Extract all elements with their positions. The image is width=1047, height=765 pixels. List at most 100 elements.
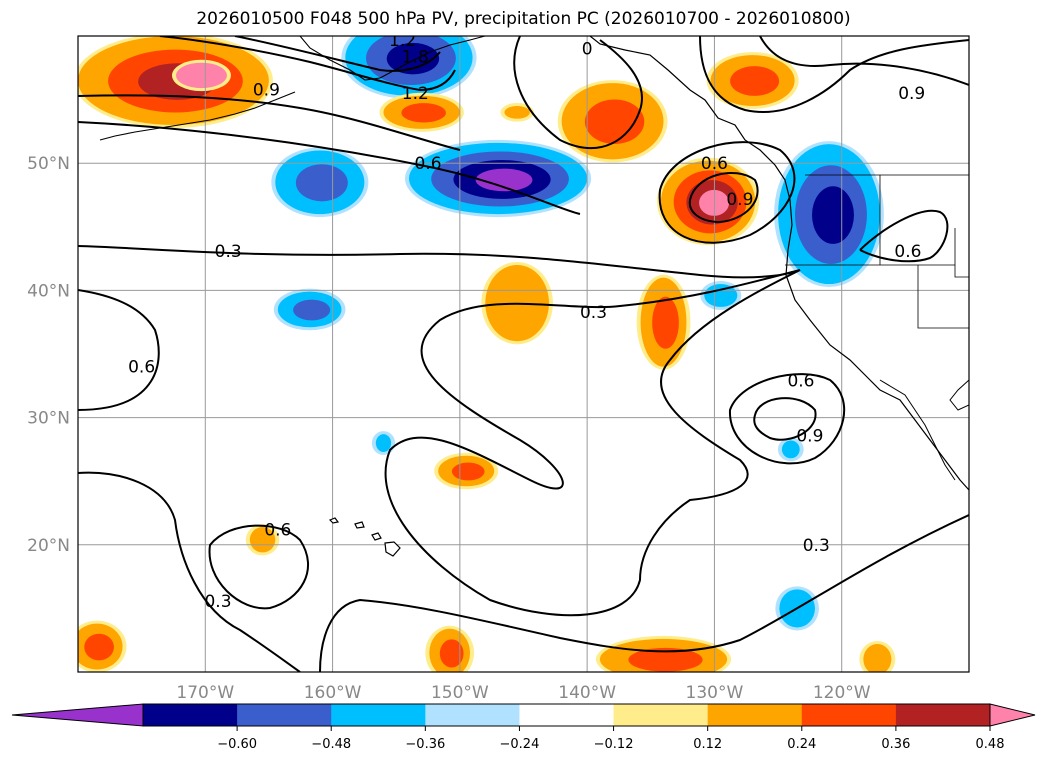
pv-contours — [78, 36, 969, 672]
gulf-of-california-coastline — [949, 379, 969, 411]
pv-contour-0.3-bottom — [319, 514, 969, 672]
precip-blob-level — [249, 526, 276, 553]
pv-contour-0.3-south — [78, 471, 301, 672]
lon-tick-label: 140°W — [558, 683, 616, 703]
colorbar-segment — [707, 704, 803, 726]
pv-contour-1.5-jet — [234, 36, 441, 72]
pv-contour-0.3-north — [78, 245, 801, 279]
colorbar-segment — [237, 704, 332, 726]
contour-label: 0.3 — [580, 303, 607, 323]
colorbar-tick-label: 0.36 — [881, 737, 910, 752]
precip-blob-level — [293, 299, 331, 321]
precip-blob-level — [176, 62, 227, 89]
colorbar-segment — [331, 704, 426, 726]
precip-blob-level — [704, 284, 738, 307]
pv-contour-ridge-2 — [759, 36, 969, 86]
precip-blob-level — [730, 66, 780, 96]
lat-tick-label: 20°N — [27, 536, 70, 556]
colorbar-segment — [801, 704, 897, 726]
contour-label: 0.6 — [894, 242, 921, 262]
contour-label: 1.8 — [402, 47, 429, 67]
colorbar-tick-label: −0.36 — [405, 737, 445, 752]
precip-blob-level — [812, 186, 854, 244]
contour-label: 1.2 — [402, 84, 429, 104]
colorbar-extend-low — [11, 703, 144, 727]
precip-blob-level — [652, 296, 679, 349]
pv-contour-0.6-jet — [78, 121, 581, 215]
colorbar-tick-label: −0.24 — [500, 737, 540, 752]
colorbar-segment — [613, 704, 709, 726]
contour-label: 0 — [582, 40, 593, 60]
precip-blob-level — [504, 105, 530, 119]
precip-blob-level — [628, 647, 703, 672]
gridlines — [78, 36, 969, 672]
lon-tick-label: 150°W — [431, 683, 489, 703]
colorbar-segment — [143, 704, 238, 726]
contour-label: 0.6 — [787, 372, 814, 392]
colorbar-extend-high — [989, 703, 1036, 727]
pv-contour-1.2-jet — [159, 36, 456, 92]
contour-label: 0.9 — [796, 426, 823, 446]
lat-tick-label: 30°N — [27, 409, 70, 429]
colorbar-tick-label: −0.60 — [217, 737, 257, 752]
contour-label: 0.3 — [204, 592, 231, 612]
pv-contour-trough-loop — [658, 141, 796, 244]
precip-blob-level — [475, 168, 533, 192]
lon-tick-label: 120°W — [813, 683, 871, 703]
colorbar: −0.60 −0.48 −0.36 −0.24 −0.12 0.12 0.24 0.36 0.4… — [11, 703, 1036, 752]
pv-contour-0.6-east-loop — [728, 373, 846, 465]
pv-contour-trough-inner — [688, 171, 759, 224]
precip-blob-level — [584, 99, 645, 144]
pv-contour-0.9-jet — [78, 94, 461, 151]
state-borders — [785, 174, 969, 329]
contour-label: 0.3 — [215, 242, 242, 262]
map-axes: 20°N 30°N 40°N 50°N 170°W 160°W 150°W 140°W 130°… — [27, 154, 871, 703]
precip-blob-level — [295, 164, 348, 202]
contour-label: 0.6 — [128, 358, 155, 378]
aleutian-islands — [99, 91, 296, 141]
precip-blob-level — [84, 633, 114, 661]
map-frame — [77, 35, 970, 673]
pv-contour-0.3-central — [384, 269, 801, 617]
precip-blob-level — [451, 462, 485, 481]
precip-blob-level — [863, 644, 892, 672]
colorbar-tick-label: 0.48 — [976, 737, 1005, 752]
precip-blob-level — [439, 639, 464, 668]
lat-tick-label: 40°N — [27, 281, 70, 301]
contour-label: 0.6 — [415, 154, 442, 174]
pv-contour-0.9-east-loop — [753, 397, 817, 441]
pv-contour-0.6-west — [78, 289, 160, 411]
lat-tick-label: 50°N — [27, 154, 70, 174]
hawaiian-islands — [328, 517, 401, 557]
contour-label: 0.6 — [701, 154, 728, 174]
colorbar-segment — [519, 704, 615, 726]
lon-tick-label: 130°W — [686, 683, 744, 703]
colorbar-segment — [895, 704, 991, 726]
pv-contour-ridge — [699, 36, 969, 113]
contour-label: 0.3 — [803, 536, 830, 556]
contour-labels: 0.9 1.21.21.80.60.30.30.60.60.30.30.60.90… — [128, 31, 925, 612]
lon-tick-label: 170°W — [176, 683, 234, 703]
colorbar-segment — [425, 704, 520, 726]
contour-label: 0.6 — [264, 521, 291, 541]
map-plot-area: 0.9 1.21.21.80.60.30.30.60.60.30.30.60.90… — [78, 31, 969, 672]
contour-label: 1.2 — [389, 31, 416, 51]
precip-blob-level — [375, 434, 392, 452]
contour-label: 0.9 — [898, 84, 925, 104]
pv-contour-0.6-loop — [208, 524, 310, 610]
colorbar-frame — [142, 703, 991, 727]
pv-contour-trough-axis — [513, 36, 643, 150]
colorbar-tick-label: −0.48 — [311, 737, 351, 752]
north-america-coastline — [589, 36, 969, 491]
precip-blob-level — [401, 103, 446, 123]
contour-label: 0.9 — [726, 190, 753, 210]
colorbar-tick-label: 0.24 — [787, 737, 816, 752]
map-title: 2026010500 F048 500 hPa PV, precipitatio… — [196, 9, 851, 29]
precip-blob-level — [781, 440, 800, 459]
lon-tick-label: 160°W — [304, 683, 362, 703]
contour-label: 0.9 — [253, 80, 280, 100]
baja-coastline — [879, 379, 956, 481]
colorbar-tick-label: 0.12 — [693, 737, 722, 752]
colorbar-tick-label: −0.12 — [594, 737, 634, 752]
